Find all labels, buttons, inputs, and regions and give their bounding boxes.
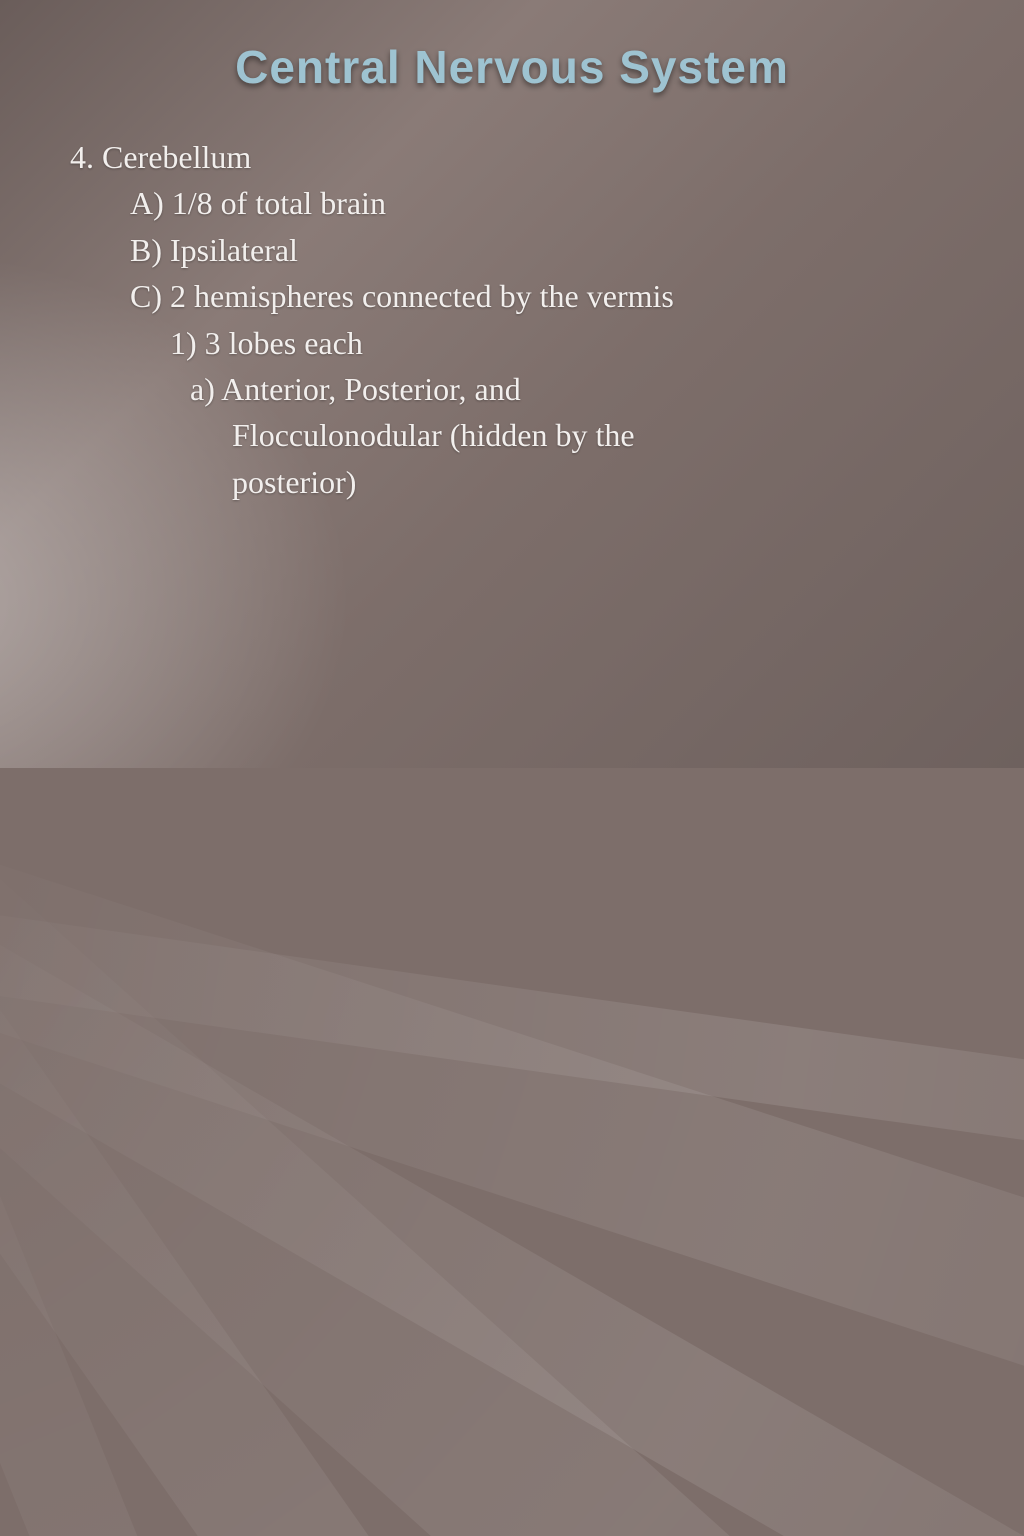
slide-content: Central Nervous System 4. Cerebellum A) … [0, 0, 1024, 505]
outline-item: posterior) [232, 459, 964, 505]
slide-body: 4. Cerebellum A) 1/8 of total brain B) I… [60, 134, 964, 505]
outline-item: A) 1/8 of total brain [130, 180, 964, 226]
outline-item: 1) 3 lobes each [170, 320, 964, 366]
outline-item: a) Anterior, Posterior, and [190, 366, 964, 412]
outline-item: B) Ipsilateral [130, 227, 964, 273]
outline-item: Flocculonodular (hidden by the [232, 412, 964, 458]
outline-item: C) 2 hemispheres connected by the vermis [130, 273, 964, 319]
slide-title: Central Nervous System [60, 40, 964, 94]
outline-item: 4. Cerebellum [70, 134, 964, 180]
